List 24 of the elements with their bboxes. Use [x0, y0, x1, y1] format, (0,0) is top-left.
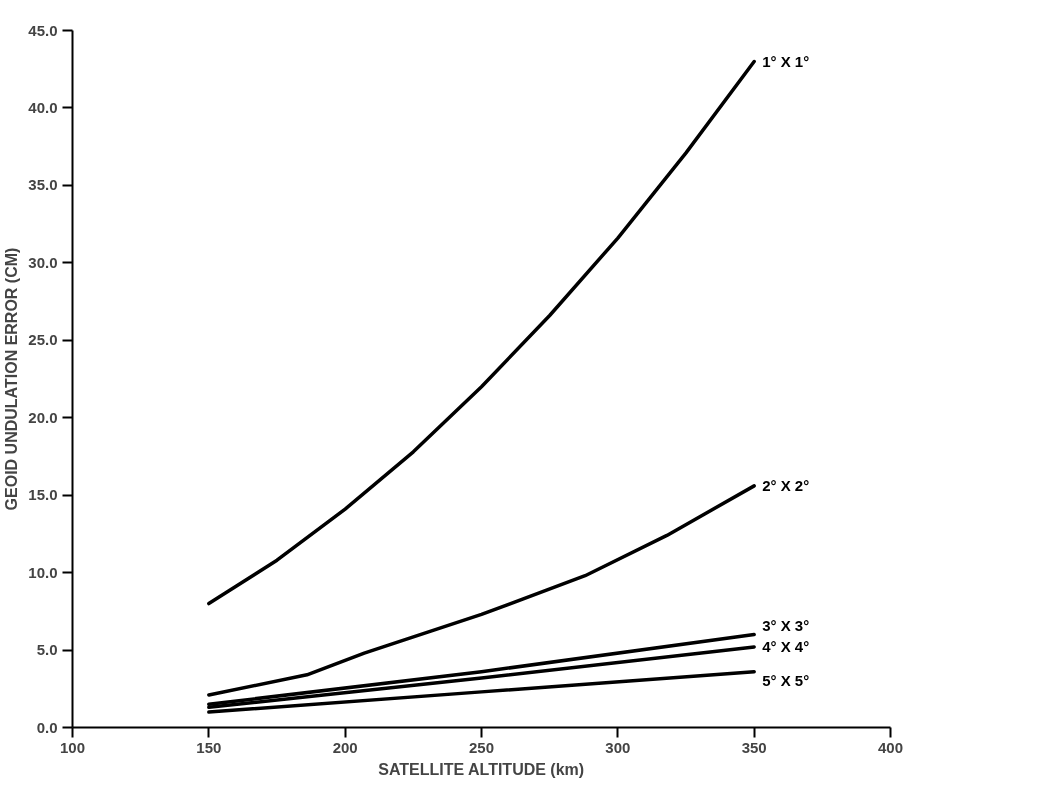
y-tick-label: 45.0 [28, 21, 58, 39]
series-label: 3° X 3° [762, 617, 810, 635]
y-tick-label: 15.0 [28, 486, 58, 504]
y-tick-label: 20.0 [28, 408, 58, 426]
x-tick-label: 400 [877, 738, 904, 756]
y-tick-label: 5.0 [36, 641, 58, 659]
x-tick-label: 100 [59, 738, 86, 756]
x-tick-label: 150 [196, 738, 222, 756]
y-tick-label: 0.0 [36, 718, 58, 736]
series-label: 2° X 2° [762, 477, 810, 495]
series-label: 5° X 5° [762, 672, 810, 690]
y-tick-label: 35.0 [28, 176, 58, 194]
x-tick-label: 250 [468, 738, 495, 756]
y-tick-label: 10.0 [28, 563, 58, 581]
x-tick-label: 200 [332, 738, 358, 756]
y-tick-label: 30.0 [28, 253, 58, 271]
y-tick-label: 25.0 [28, 331, 58, 349]
y-axis-title: GEOID UNDULATION ERROR (CM) [3, 247, 21, 511]
x-axis-title: SATELLITE ALTITUDE (km) [378, 760, 585, 778]
x-tick-label: 350 [741, 738, 767, 756]
series-label: 4° X 4° [762, 638, 810, 656]
y-tick-label: 40.0 [28, 98, 58, 116]
series-label: 1° X 1° [762, 52, 810, 70]
x-tick-label: 300 [605, 738, 631, 756]
